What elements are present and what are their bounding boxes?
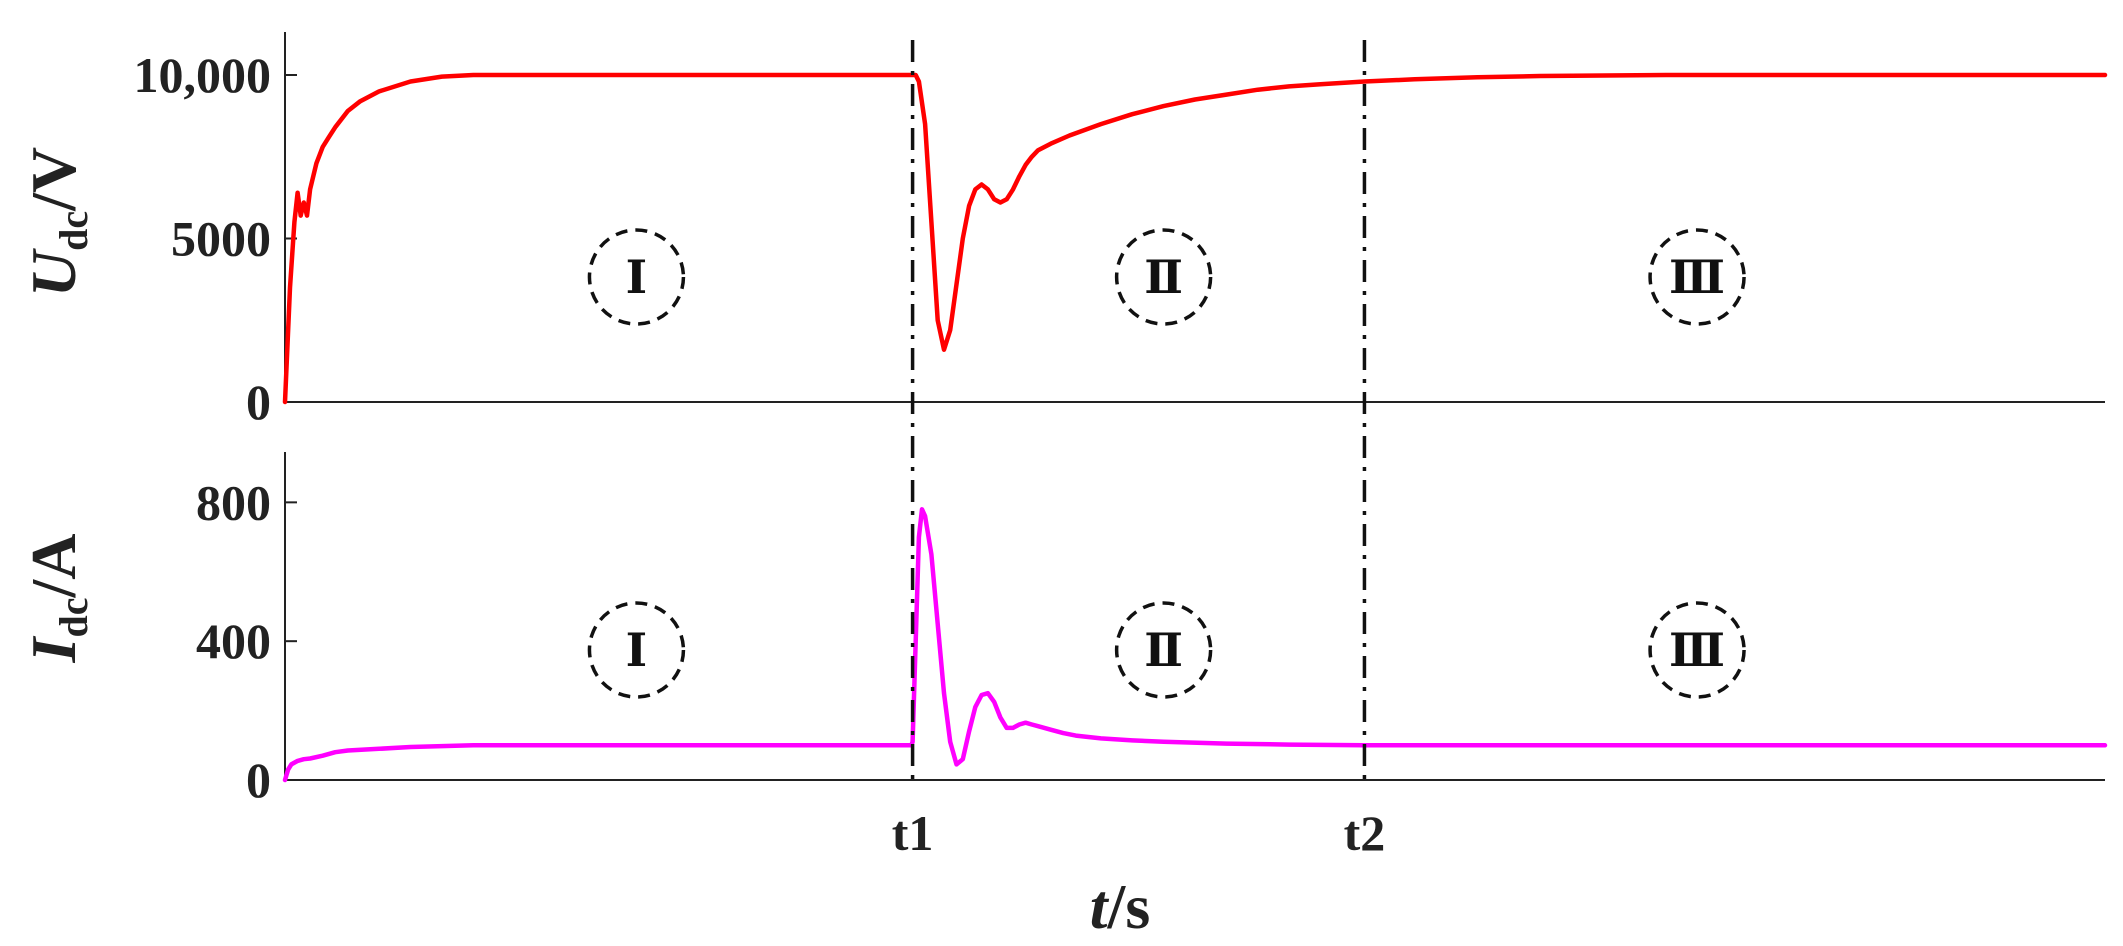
time-markers [910,40,1367,782]
bottom-panel-y-unit: /A [18,534,89,599]
bot-y-tick-label: 0 [246,752,271,808]
bot-region-circle [1114,601,1213,699]
top-panel-y-var: U [18,248,89,297]
top-region-circle [1648,228,1746,326]
top-region-label: Ⅱ [1144,252,1183,303]
top-region-label: Ⅰ [626,252,648,303]
bottom-panel-series [282,507,2108,783]
bottom-panel-regions: Ⅰ Ⅱ Ⅲ [587,601,1746,699]
top-panel-y-axis-title: Udc/V [18,147,96,297]
bot-region-label: Ⅰ [626,625,648,676]
x-tick-label: t2 [1344,805,1386,861]
top-series-line [282,72,2108,405]
x-axis-unit: /s [1107,871,1151,942]
x-tick-label: t1 [892,805,934,861]
bot-y-tick-label: 400 [196,613,271,669]
bottom-panel-y-var: I [18,635,89,663]
top-region-circle [587,228,686,326]
top-y-tick-label: 10,000 [134,47,272,103]
top-panel-y-ticks: 0 5000 10,000 [134,47,297,430]
bot-region-circle [587,601,686,699]
top-region-circle [1114,228,1213,326]
top-panel-y-sub: dc [51,211,96,251]
bot-region-circle [1648,601,1746,699]
top-panel-series [282,72,2108,405]
bot-series-line [282,507,2108,783]
bottom-panel-y-ticks: 0 400 800 [196,474,297,808]
bot-y-tick-label: 800 [196,474,271,530]
bottom-panel: 0 400 800 Ⅰ Ⅱ Ⅲ Idc/A [18,452,2108,808]
bot-region-label: Ⅲ [1669,625,1725,676]
x-axis-var: t [1090,871,1110,942]
x-axis-title: t/s [1090,871,1150,942]
x-tick-labels: t1 t2 [892,805,1386,861]
bot-region-label: Ⅱ [1144,625,1183,676]
top-y-tick-label: 5000 [171,211,271,267]
bottom-panel-y-sub: dc [51,598,96,638]
top-panel: 0 5000 10,000 Ⅰ Ⅱ Ⅲ Udc/V [18,32,2108,430]
top-y-tick-label: 0 [246,374,271,430]
bottom-panel-y-axis-title: Idc/A [18,534,96,664]
top-panel-regions: Ⅰ Ⅱ Ⅲ [587,228,1746,326]
top-panel-y-unit: /V [18,147,89,212]
top-region-label: Ⅲ [1669,252,1725,303]
